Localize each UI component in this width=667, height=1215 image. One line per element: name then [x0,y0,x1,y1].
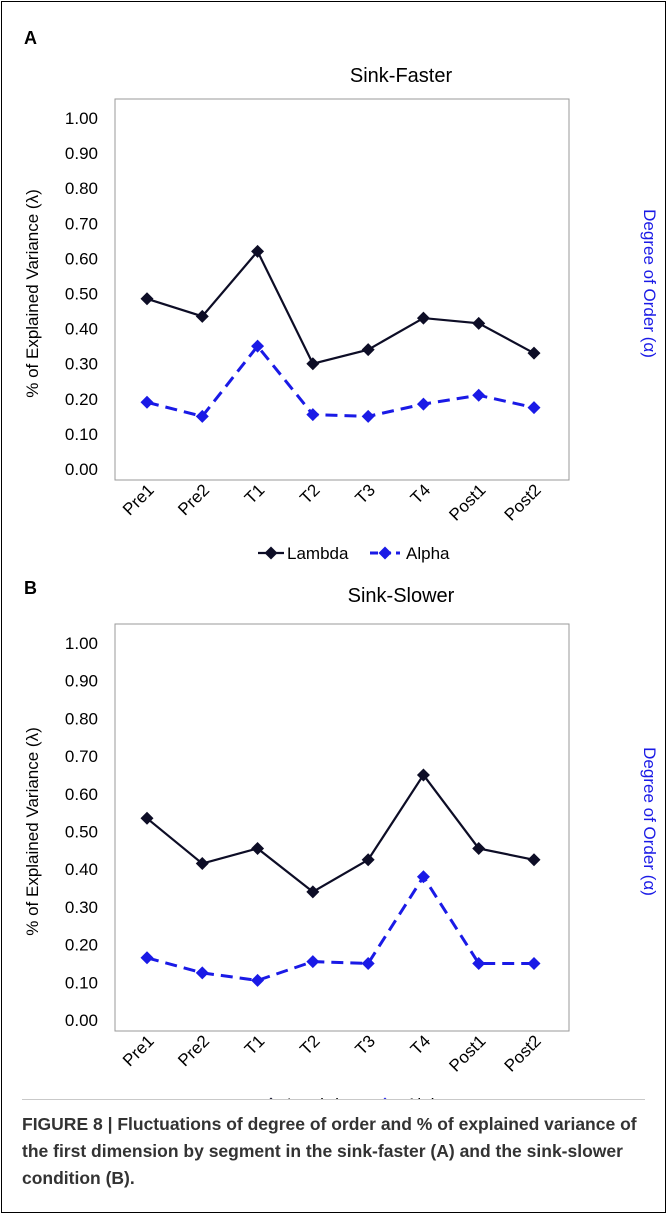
x-tick-label-a: Post1 [445,480,489,524]
x-tick-label-a: T3 [352,480,379,507]
y-tick-label-a: 0.30 [65,355,98,374]
x-tick-label-a: Post2 [501,480,545,524]
y-tick-label-b: 0.00 [65,1011,98,1030]
y-tick-label-a: 0.20 [65,390,98,409]
x-tick-label-b: Pre2 [174,1031,213,1070]
data-point-lambda-a [361,343,375,357]
data-point-lambda-a [251,244,265,258]
data-point-lambda-b [416,768,430,782]
data-point-alpha-a [527,401,541,415]
y-tick-label-a: 1.00 [65,109,98,128]
data-point-alpha-a [416,397,430,411]
y-tick-label-b: 0.40 [65,860,98,879]
x-tick-label-b: Post2 [501,1031,545,1075]
series-line-lambda-b [146,773,535,894]
data-point-alpha-b [361,956,375,970]
data-point-lambda-a [416,311,430,325]
data-point-alpha-b [527,956,541,970]
data-point-alpha-b [195,966,209,980]
y-tick-label-b: 1.00 [65,634,98,653]
data-point-lambda-b [251,841,265,855]
panel-label-b: B [24,578,37,598]
panel-label-a: A [24,28,37,48]
data-point-alpha-b [416,870,430,884]
series-line-lambda-a [146,249,535,365]
x-tick-label-a: T2 [296,480,323,507]
legend-label-b: Alpha [406,1095,450,1099]
y-tick-label-b: 0.20 [65,936,98,955]
series-line-alpha-b [146,873,534,982]
data-point-lambda-b [306,885,320,899]
data-point-lambda-b [195,857,209,871]
y-tick-label-a: 0.80 [65,179,98,198]
data-point-alpha-b [472,956,486,970]
x-tick-label-b: Pre1 [119,1031,158,1070]
data-point-alpha-a [472,388,486,402]
plot-frame-b [114,623,570,1032]
x-tick-label-b: T1 [241,1031,268,1058]
y-tick-label-b: 0.80 [65,709,98,728]
data-point-lambda-a [527,346,541,360]
x-tick-label-b: T2 [296,1031,323,1058]
x-tick-label-a: Pre1 [119,480,158,519]
y-axis-label-a: % of Explained Variance (λ) [23,189,42,398]
x-tick-label-b: T3 [352,1031,379,1058]
data-point-lambda-b [472,841,486,855]
x-tick-label-a: Pre2 [174,480,213,519]
y-tick-label-a: 0.70 [65,214,98,233]
data-point-alpha-a [140,395,154,409]
data-point-lambda-b [527,853,541,867]
legend-marker-a [378,546,392,560]
chart-title-a: Sink-Faster [350,65,453,87]
legend-marker-a [264,546,278,560]
y-axis-label-right-a: Degree of Order (α) [640,209,659,358]
data-point-lambda-b [361,853,375,867]
data-point-alpha-b [140,951,154,965]
data-point-lambda-a [306,357,320,371]
legend-marker-b [383,1097,387,1099]
y-tick-label-b: 0.30 [65,898,98,917]
y-tick-label-a: 0.50 [65,285,98,304]
data-point-alpha-a [361,409,375,423]
data-point-lambda-a [472,316,486,330]
chart-title-b: Sink-Slower [348,585,455,607]
data-point-lambda-b [140,811,154,825]
y-tick-label-b: 0.90 [65,672,98,691]
y-axis-label-right-b: Degree of Order (α) [640,747,659,896]
x-tick-label-b: T4 [407,1031,434,1058]
y-tick-label-b: 0.10 [65,973,98,992]
y-tick-label-a: 0.90 [65,144,98,163]
y-tick-label-a: 0.00 [65,460,98,479]
chart-panel-a: A Sink-Faster 0.00 0.10 0.20 0.30 0.40 0.50 0.60… [23,28,659,563]
y-tick-label-b: 0.70 [65,747,98,766]
data-point-lambda-a [140,292,154,306]
data-point-alpha-b [306,955,320,969]
data-point-alpha-a [251,339,265,353]
x-tick-label-b: Post1 [445,1031,489,1075]
legend-label-a: Lambda [287,544,349,563]
caption-divider [22,1099,645,1100]
y-tick-label-b: 0.50 [65,823,98,842]
x-tick-label-a: T4 [407,480,434,507]
plot-frame-a [114,98,570,481]
data-point-alpha-b [251,973,265,987]
y-tick-label-a: 0.60 [65,249,98,268]
x-tick-label-a: T1 [241,480,268,507]
figure-caption: FIGURE 8 | Fluctuations of degree of ord… [22,1114,637,1188]
data-point-lambda-a [195,309,209,323]
data-point-alpha-a [306,408,320,422]
y-tick-label-b: 0.60 [65,785,98,804]
chart-panel-b: B Sink-Slower 0.00 0.10 0.20 0.30 0.40 0.50 0.60… [23,578,659,1099]
legend-label-b: Lambda [287,1095,349,1099]
y-axis-label-b: % of Explained Variance (λ) [23,727,42,936]
legend-label-a: Alpha [406,544,450,563]
legend-marker-b [269,1097,273,1099]
data-point-alpha-a [195,409,209,423]
y-tick-label-a: 0.10 [65,425,98,444]
y-tick-label-a: 0.40 [65,320,98,339]
